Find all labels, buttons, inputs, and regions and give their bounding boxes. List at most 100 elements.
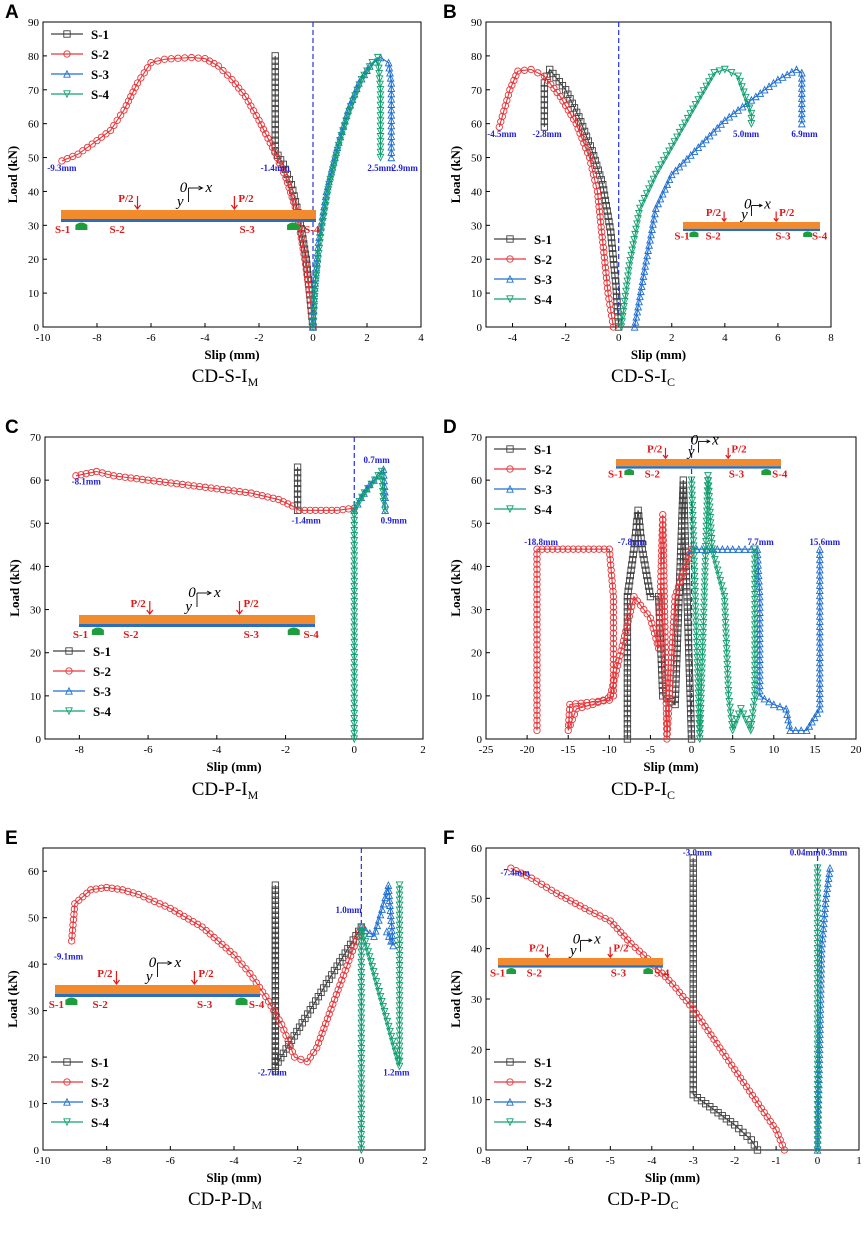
data-point [350,679,359,688]
data-point [698,659,707,668]
data-point [357,1121,366,1129]
data-point [691,100,700,109]
x-tick-label: -5 [606,1155,616,1167]
data-point [605,696,613,704]
data-point [628,556,637,564]
data-point [623,730,632,738]
data-point [813,1146,822,1155]
data-point [689,970,697,978]
data-point [271,957,280,965]
x-axis-title: Slip (mm) [631,347,686,362]
data-point [336,136,344,145]
legend-marker [65,686,73,695]
data-point [395,1007,404,1016]
data-point [815,596,824,605]
data-point [671,592,679,601]
data-point [717,119,725,128]
data-point [570,104,579,112]
data-point [301,260,310,268]
data-point [583,149,592,157]
data-point [696,720,705,729]
data-point [661,618,669,626]
data-point [672,665,681,673]
data-point [587,159,595,167]
data-point [814,1115,823,1124]
slip-annotation: -4.5mm [487,129,517,139]
data-point [293,468,302,477]
data-point [813,879,822,888]
data-point [355,81,364,90]
data-point [632,312,641,321]
slip-annotation: 6.9mm [791,129,818,139]
data-point [689,919,697,928]
data-point [387,89,396,98]
data-point [124,97,133,105]
slip-annotation: 15.6mm [809,537,840,547]
data-point [578,134,586,142]
data-point [642,256,651,265]
data-point [271,73,279,81]
data-point [346,940,355,949]
section-label-s-3: S-3 [240,224,256,236]
data-point [305,291,314,299]
load-label: P/2 [118,193,134,205]
data-point [608,582,617,590]
data-point [271,1037,280,1045]
x-tick-label: 2 [364,332,370,344]
data-point [755,655,764,663]
data-point [660,592,668,600]
y-tick-label: 20 [30,648,42,660]
data-point [689,1085,697,1094]
data-point [721,619,730,627]
data-point [568,99,576,107]
data-point [366,958,375,967]
data-point [750,621,759,630]
data-point [813,869,822,878]
data-point [350,547,359,556]
data-point [599,243,607,252]
data-point [683,114,692,123]
legend-label: S-4 [91,1115,110,1130]
data-point [607,228,615,236]
data-point [760,694,769,703]
data-point [716,577,725,586]
data-point [357,1141,366,1150]
y-tick-label: 30 [471,220,483,232]
data-point [813,955,822,963]
data-point [719,587,728,596]
data-point [386,1027,394,1036]
data-point [656,608,664,617]
section-label-s-4: S-4 [304,224,320,236]
data-point [659,521,667,529]
data-point [320,984,328,992]
legend: S-1S-2S-3S-4 [51,27,110,102]
data-point [635,204,644,213]
x-tick-label: 0 [616,332,622,344]
legend-label: S-4 [534,292,553,307]
data-point [609,603,618,611]
data-point [627,566,635,574]
data-point [689,1040,697,1048]
data-point [271,926,280,935]
data-point [813,1075,822,1084]
data-point [704,487,713,496]
data-point [755,649,764,658]
origin-label: 0 [744,197,752,213]
data-point [736,705,745,714]
data-point [696,715,705,723]
data-point [364,948,373,957]
data-point [533,555,541,563]
data-point [566,700,574,709]
data-point [813,1080,822,1089]
y-tick-label: 0 [36,734,42,746]
data-point [113,885,121,893]
section-label-s-3: S-3 [244,629,260,641]
data-point [689,1000,697,1008]
data-point [201,54,209,63]
data-point [376,117,385,126]
data-point [671,166,680,175]
x-arrowhead [706,439,711,444]
legend-marker [506,295,514,304]
data-point [755,691,764,700]
data-point [154,57,162,65]
